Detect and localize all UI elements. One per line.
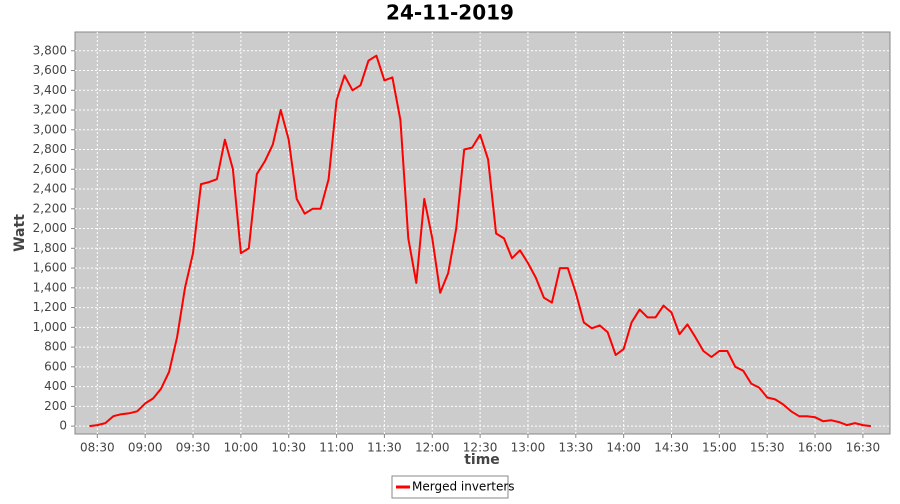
y-axis-label: Watt — [12, 214, 28, 252]
y-tick-label: 1,400 — [33, 280, 67, 294]
legend-label: Merged inverters — [412, 480, 515, 494]
y-tick-label: 1,200 — [33, 300, 67, 314]
y-tick-label: 2,800 — [33, 142, 67, 156]
x-tick-label: 13:30 — [559, 441, 594, 455]
x-tick-label: 09:30 — [176, 441, 211, 455]
y-tick-label: 2,000 — [33, 221, 67, 235]
x-tick-label: 12:30 — [463, 441, 498, 455]
x-tick-label: 15:30 — [750, 441, 785, 455]
y-tick-label: 200 — [44, 399, 67, 413]
x-tick-label: 11:00 — [319, 441, 354, 455]
y-tick-label: 1,800 — [33, 241, 67, 255]
x-tick-label: 11:30 — [367, 441, 402, 455]
y-tick-label: 1,600 — [33, 261, 67, 275]
x-tick-label: 10:00 — [224, 441, 259, 455]
y-tick-label: 600 — [44, 359, 67, 373]
x-tick-label: 08:30 — [80, 441, 115, 455]
x-axis-label: time — [464, 452, 500, 468]
y-tick-label: 2,400 — [33, 182, 67, 196]
x-tick-label: 12:00 — [415, 441, 450, 455]
legend — [391, 475, 509, 499]
chart-title: 24-11-2019 — [386, 1, 514, 25]
y-tick-label: 3,400 — [33, 83, 67, 97]
y-tick-label: 2,200 — [33, 201, 67, 215]
x-tick-label: 09:00 — [128, 441, 163, 455]
y-tick-label: 800 — [44, 340, 67, 354]
y-tick-label: 2,600 — [33, 162, 67, 176]
y-tick-label: 400 — [44, 379, 67, 393]
y-tick-label: 3,000 — [33, 122, 67, 136]
x-tick-label: 14:00 — [606, 441, 641, 455]
y-tick-label: 0 — [59, 419, 67, 433]
x-tick-label: 10:30 — [271, 441, 306, 455]
y-tick-label: 3,800 — [33, 43, 67, 57]
plot-area — [74, 31, 891, 435]
x-tick-label: 16:00 — [798, 441, 833, 455]
data-line — [89, 54, 872, 428]
x-tick-label: 13:00 — [511, 441, 546, 455]
x-tick-label: 14:30 — [654, 441, 689, 455]
x-tick-label: 15:00 — [702, 441, 737, 455]
x-tick-label: 16:30 — [846, 441, 881, 455]
y-tick-label: 1,000 — [33, 320, 67, 334]
y-tick-label: 3,200 — [33, 103, 67, 117]
y-tick-label: 3,600 — [33, 63, 67, 77]
